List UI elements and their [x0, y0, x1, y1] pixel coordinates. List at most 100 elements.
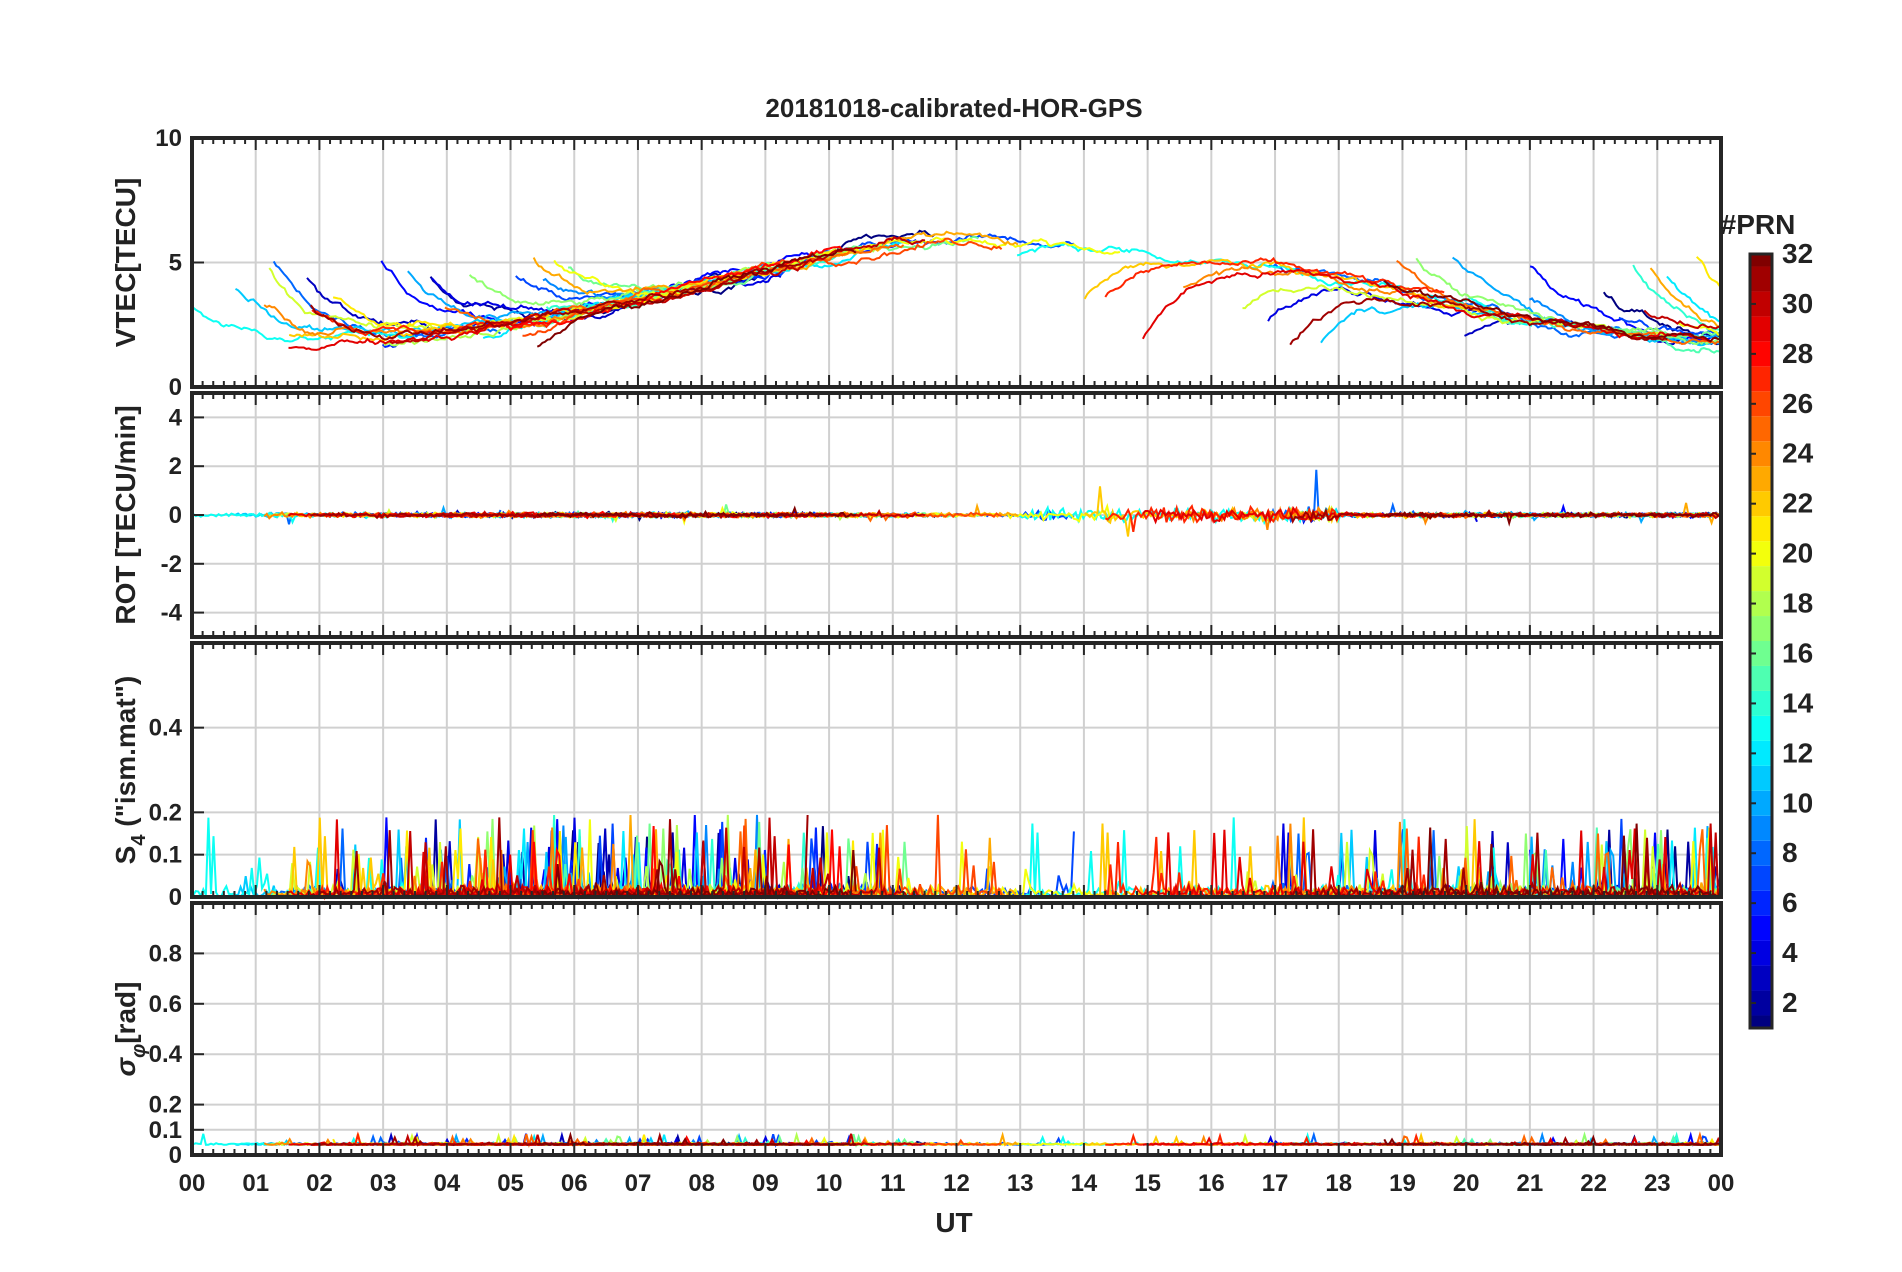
x-tick-label: 15 — [1134, 1170, 1161, 1197]
x-tick-label: 03 — [370, 1170, 397, 1197]
trace-prn-23 — [1649, 267, 1720, 329]
trace-prn-28 — [505, 245, 843, 332]
panel-sigma_phi: 00.10.2 0.4 0.6 0.8 σφ[rad] — [110, 901, 1723, 1169]
colorbar-title: #PRN — [1721, 209, 1796, 240]
colorbar-tick-label: 8 — [1782, 837, 1798, 868]
colorbar-swatch-16 — [1750, 641, 1772, 666]
panel-sigma_phi-ytick-label: 0.8 — [149, 940, 182, 967]
panel-s4-ytick-label: 0.1 — [149, 842, 182, 869]
x-tick-label: 10 — [816, 1170, 843, 1197]
x-tick-label: 00 — [179, 1170, 206, 1197]
colorbar-swatch-32 — [1750, 254, 1772, 267]
x-tick-label: 11 — [880, 1170, 905, 1197]
x-axis-ticks: 00 01 02 03 04 05 06 07 08 09 10 11 12 13 14 15 16 17 18 19… — [179, 1170, 1735, 1197]
colorbar-tick-label: 18 — [1782, 588, 1813, 619]
trace-prn-21 — [1695, 256, 1721, 287]
colorbar-tick-label: 4 — [1782, 937, 1798, 968]
colorbar-swatch-19 — [1750, 566, 1772, 592]
x-tick-label: 12 — [943, 1170, 970, 1197]
ylabel-sub: φ — [128, 1044, 150, 1058]
panel-vtec-ytick-label: 10 — [155, 125, 182, 152]
panel-vtec: 0 5 10 VTEC[TECU] — [110, 125, 1723, 401]
panel-rot-ytick-label: 4 — [169, 404, 183, 431]
x-tick-label: 13 — [1007, 1170, 1034, 1197]
colorbar-swatch-4 — [1750, 940, 1772, 966]
trace-prn-10 — [1452, 256, 1721, 343]
colorbar-swatch-23 — [1750, 466, 1772, 492]
colorbar-tick-label: 10 — [1782, 787, 1813, 818]
panel-s4-ytick-label: 0 — [169, 884, 182, 911]
panel-sigma_phi-ytick-label: 0.4 — [149, 1041, 183, 1068]
panel-rot: -4 -2 0 2 4 ROT [TECU/min] — [110, 391, 1723, 639]
colorbar-tick-label: 6 — [1782, 887, 1798, 918]
colorbar-swatch-8 — [1750, 840, 1772, 866]
colorbar-tick-label: 32 — [1782, 238, 1813, 269]
x-axis-title: UT — [935, 1207, 972, 1238]
colorbar-swatch-2 — [1750, 990, 1772, 1016]
x-tick-label: 16 — [1198, 1170, 1225, 1197]
x-tick-label: 19 — [1389, 1170, 1416, 1197]
trace-prn-31 — [309, 261, 808, 341]
panel-s4-ylabel: S4 ("ism.mat") — [110, 676, 150, 865]
x-tick-label: 17 — [1262, 1170, 1289, 1197]
ylabel-main: σ — [110, 1056, 141, 1076]
trace-prn-30 — [1643, 309, 1722, 330]
trace-prn-32 — [536, 849, 857, 900]
panel-sigma_phi-ytick-label: 0.2 — [149, 1092, 182, 1119]
colorbar-swatch-11 — [1750, 765, 1772, 791]
panel-sigma_phi-ytick-label: 0.6 — [149, 991, 182, 1018]
colorbar-swatch-1 — [1750, 1015, 1772, 1028]
colorbar-tick-label: 24 — [1782, 438, 1814, 469]
x-tick-label: 08 — [688, 1170, 715, 1197]
colorbar-swatch-7 — [1750, 865, 1772, 891]
trace-prn-22 — [1083, 258, 1514, 318]
panel-s4: 00.10.20.4S4 ("ism.mat") — [110, 641, 1723, 911]
colorbar-frame — [1748, 252, 1774, 1030]
panel-vtec-ytick-label: 0 — [169, 374, 182, 401]
colorbar-tick-label: 16 — [1782, 637, 1813, 668]
panel-sigma_phi-ytick-label: 0.1 — [149, 1117, 182, 1144]
colorbar-tick-label: 26 — [1782, 388, 1813, 419]
panel-rot-ytick-label: 0 — [169, 502, 182, 529]
colorbar-swatch-15 — [1750, 665, 1772, 691]
colorbar-swatch-28 — [1750, 341, 1772, 367]
trace-prn-23 — [532, 230, 1019, 296]
colorbar-swatch-6 — [1750, 890, 1772, 916]
colorbar-tick-label: 28 — [1782, 338, 1813, 369]
panel-vtec-ytick-label: 5 — [169, 250, 182, 277]
panel-rot-ytick-label: -2 — [161, 551, 182, 578]
panel-sigma_phi-ylabel: σφ[rad] — [110, 982, 150, 1077]
x-tick-label: 18 — [1325, 1170, 1352, 1197]
colorbar-swatch-12 — [1750, 740, 1772, 766]
colorbar-swatch-26 — [1750, 391, 1772, 417]
panel-rot-traces — [192, 469, 1722, 537]
colorbar-swatch-21 — [1750, 516, 1772, 542]
x-tick-label: 09 — [752, 1170, 779, 1197]
trace-prn-32 — [1383, 1134, 1722, 1146]
colorbar-swatch-18 — [1750, 591, 1772, 617]
x-tick-label: 21 — [1517, 1170, 1544, 1197]
colorbar-swatch-9 — [1750, 815, 1772, 841]
trace-prn-30 — [389, 236, 926, 345]
ylabel-main: S — [110, 846, 141, 865]
colorbar-swatch-14 — [1750, 690, 1772, 716]
colorbar-tick-label: 14 — [1782, 687, 1814, 718]
ylabel-rest: [rad] — [110, 982, 141, 1044]
colorbar-swatch-30 — [1750, 291, 1772, 317]
colorbar-tick-label: 2 — [1782, 987, 1798, 1018]
colorbar-tick-label: 30 — [1782, 288, 1813, 319]
ylabel-sub: 4 — [128, 834, 150, 846]
x-tick-label: 22 — [1580, 1170, 1607, 1197]
panel-sigma_phi-ytick-label: 0 — [169, 1142, 182, 1169]
panel-s4-ytick-label: 0.4 — [149, 715, 183, 742]
colorbar-swatch-3 — [1750, 965, 1772, 991]
x-tick-label: 14 — [1071, 1170, 1098, 1197]
x-tick-label: 20 — [1453, 1170, 1480, 1197]
panel-sigma_phi-traces — [192, 1131, 1722, 1148]
panel-vtec-traces — [192, 229, 1722, 354]
trace-prn-32 — [537, 1131, 856, 1147]
panel-rot-ytick-label: -4 — [161, 600, 183, 627]
trace-prn-32 — [1383, 511, 1721, 527]
x-tick-label: 04 — [433, 1170, 460, 1197]
